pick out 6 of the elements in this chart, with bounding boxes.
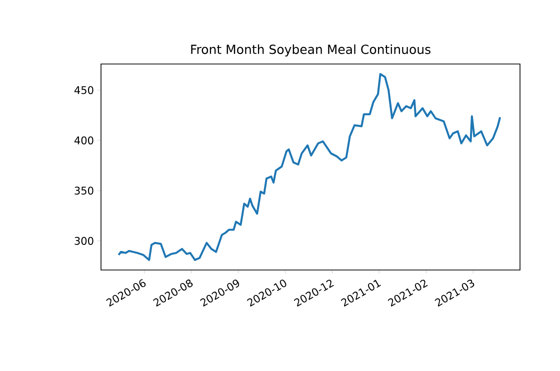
y-tick-label: 350 xyxy=(74,186,94,195)
line-series xyxy=(118,73,502,261)
y-tick-label: 300 xyxy=(74,236,94,245)
chart-title: Front Month Soybean Meal Continuous xyxy=(191,44,430,56)
y-tick-label: 450 xyxy=(74,86,94,94)
y-tick-label: 400 xyxy=(74,136,94,144)
